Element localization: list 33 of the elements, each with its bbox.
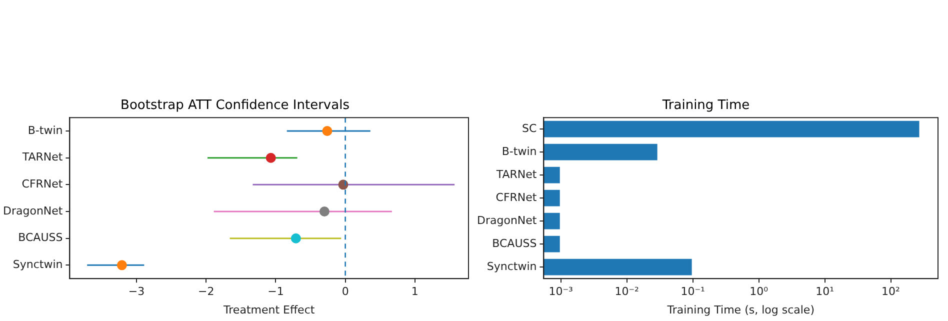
y-tick-label: TARNet [21, 150, 64, 164]
y-tick-label: CFRNet [22, 178, 64, 191]
y-tick-label: BCAUSS [18, 231, 63, 244]
x-tick-label: 10⁻² [614, 285, 639, 298]
x-tick-label: 1 [411, 285, 418, 298]
point [266, 152, 276, 163]
point [322, 126, 332, 136]
x-tick-label: 10⁻³ [548, 285, 573, 298]
x-tick-label: −1 [268, 285, 284, 298]
y-tick-label: Synctwin [486, 260, 537, 273]
x-tick-label: 10⁻¹ [680, 285, 705, 298]
y-tick-label: SC [522, 122, 538, 135]
x-tick-label: −3 [128, 285, 145, 298]
y-tick-label: TARNet [495, 168, 538, 181]
x-tick-label: 10⁰ [750, 285, 769, 298]
point [116, 260, 127, 270]
x-tick-label: 0 [342, 285, 349, 298]
chart-title: Training Time [661, 98, 750, 114]
x-tick-label: −2 [198, 285, 214, 298]
point [290, 233, 301, 244]
y-tick-label: BCAUSS [492, 236, 537, 250]
y-tick-label: Synctwin [12, 258, 63, 272]
x-axis-title: Treatment Effect [222, 303, 316, 316]
y-tick-label: CFRNet [496, 190, 538, 204]
point [319, 206, 330, 217]
x-tick-label: 10² [882, 285, 900, 298]
y-tick-label: B-twin [28, 124, 63, 137]
y-tick-label: DragonNet [476, 214, 538, 227]
y-tick-label: B-twin [502, 144, 537, 158]
chart-title: Bootstrap ATT Confidence Intervals [120, 98, 350, 114]
x-axis-title: Training Time (s, log scale) [666, 303, 814, 316]
x-tick-label: 10¹ [816, 285, 834, 298]
y-tick-label: DragonNet [2, 204, 64, 218]
